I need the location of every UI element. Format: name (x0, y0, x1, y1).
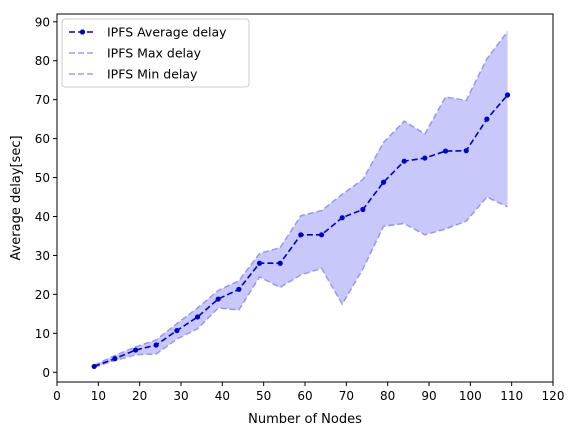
data-point-ipfs-average-delay (194, 314, 201, 320)
x-tick-label: 110 (500, 389, 523, 403)
data-point-ipfs-average-delay (401, 158, 407, 164)
x-tick-label: 50 (256, 389, 271, 403)
x-tick-label: 0 (53, 389, 61, 403)
y-tick-label: 0 (42, 366, 50, 380)
x-tick-label: 120 (542, 389, 565, 403)
x-tick-label: 100 (459, 389, 482, 403)
data-point-ipfs-average-delay (422, 155, 428, 161)
legend: IPFS Average delay IPFS Max delay IPFS Min… (61, 18, 250, 88)
y-tick-label: 60 (35, 132, 50, 146)
legend-label-ipfs-average-delay: IPFS Average delay (107, 25, 227, 40)
x-tick-label: 30 (173, 389, 188, 403)
x-axis-ticks: 0 10 20 30 40 50 60 70 80 90 100 110 120 (53, 382, 564, 403)
data-point-ipfs-average-delay (236, 286, 242, 292)
data-point-ipfs-average-delay (339, 215, 345, 221)
y-tick-label: 70 (35, 93, 50, 107)
y-tick-label: 90 (35, 15, 50, 29)
data-point-ipfs-average-delay (504, 92, 511, 98)
data-point-ipfs-average-delay (174, 327, 180, 334)
x-tick-label: 40 (215, 389, 230, 403)
y-tick-label: 50 (35, 171, 50, 185)
series-line-ipfs-min-delay (93, 196, 508, 368)
x-tick-label: 60 (297, 389, 312, 403)
data-point-ipfs-average-delay (132, 347, 139, 353)
data-point-ipfs-average-delay (277, 260, 283, 266)
data-point-ipfs-average-delay (91, 363, 97, 370)
y-tick-label: 30 (35, 249, 50, 263)
legend-marker-ipfs-average-delay (79, 29, 86, 35)
series-line-ipfs-max-delay (93, 31, 509, 366)
data-point-ipfs-average-delay (380, 179, 387, 185)
data-point-ipfs-average-delay (215, 296, 221, 302)
y-tick-label: 10 (35, 327, 50, 341)
data-point-ipfs-average-delay (153, 342, 159, 348)
y-axis-label: Average delay[sec] (9, 135, 24, 260)
x-tick-label: 10 (91, 389, 106, 403)
legend-items: IPFS Average delay IPFS Max delay IPFS Min… (69, 25, 227, 82)
x-tick-label: 70 (339, 389, 354, 403)
min-max-band (94, 31, 508, 368)
legend-label-ipfs-max-delay: IPFS Max delay (107, 46, 202, 61)
min-max-band-layer (94, 31, 508, 368)
data-point-ipfs-average-delay (318, 232, 325, 238)
y-tick-label: 80 (35, 54, 50, 68)
legend-box (61, 18, 250, 88)
data-point-ipfs-average-delay (112, 356, 118, 362)
data-point-ipfs-average-delay (442, 148, 449, 154)
x-tick-label: 80 (380, 389, 395, 403)
y-tick-label: 40 (35, 210, 50, 224)
series-layer (91, 31, 511, 370)
x-tick-label: 90 (421, 389, 436, 403)
data-point-ipfs-average-delay (360, 206, 366, 213)
data-point-ipfs-average-delay (256, 260, 263, 266)
y-tick-label: 20 (35, 288, 50, 302)
y-axis-ticks: 0 10 20 30 40 50 60 70 80 90 (35, 15, 57, 380)
legend-label-ipfs-min-delay: IPFS Min delay (107, 67, 198, 82)
data-point-ipfs-average-delay (484, 116, 490, 122)
data-point-ipfs-average-delay (463, 148, 469, 154)
x-tick-label: 20 (132, 389, 147, 403)
data-point-ipfs-average-delay (298, 232, 304, 238)
x-axis-label: Number of Nodes (248, 412, 362, 427)
